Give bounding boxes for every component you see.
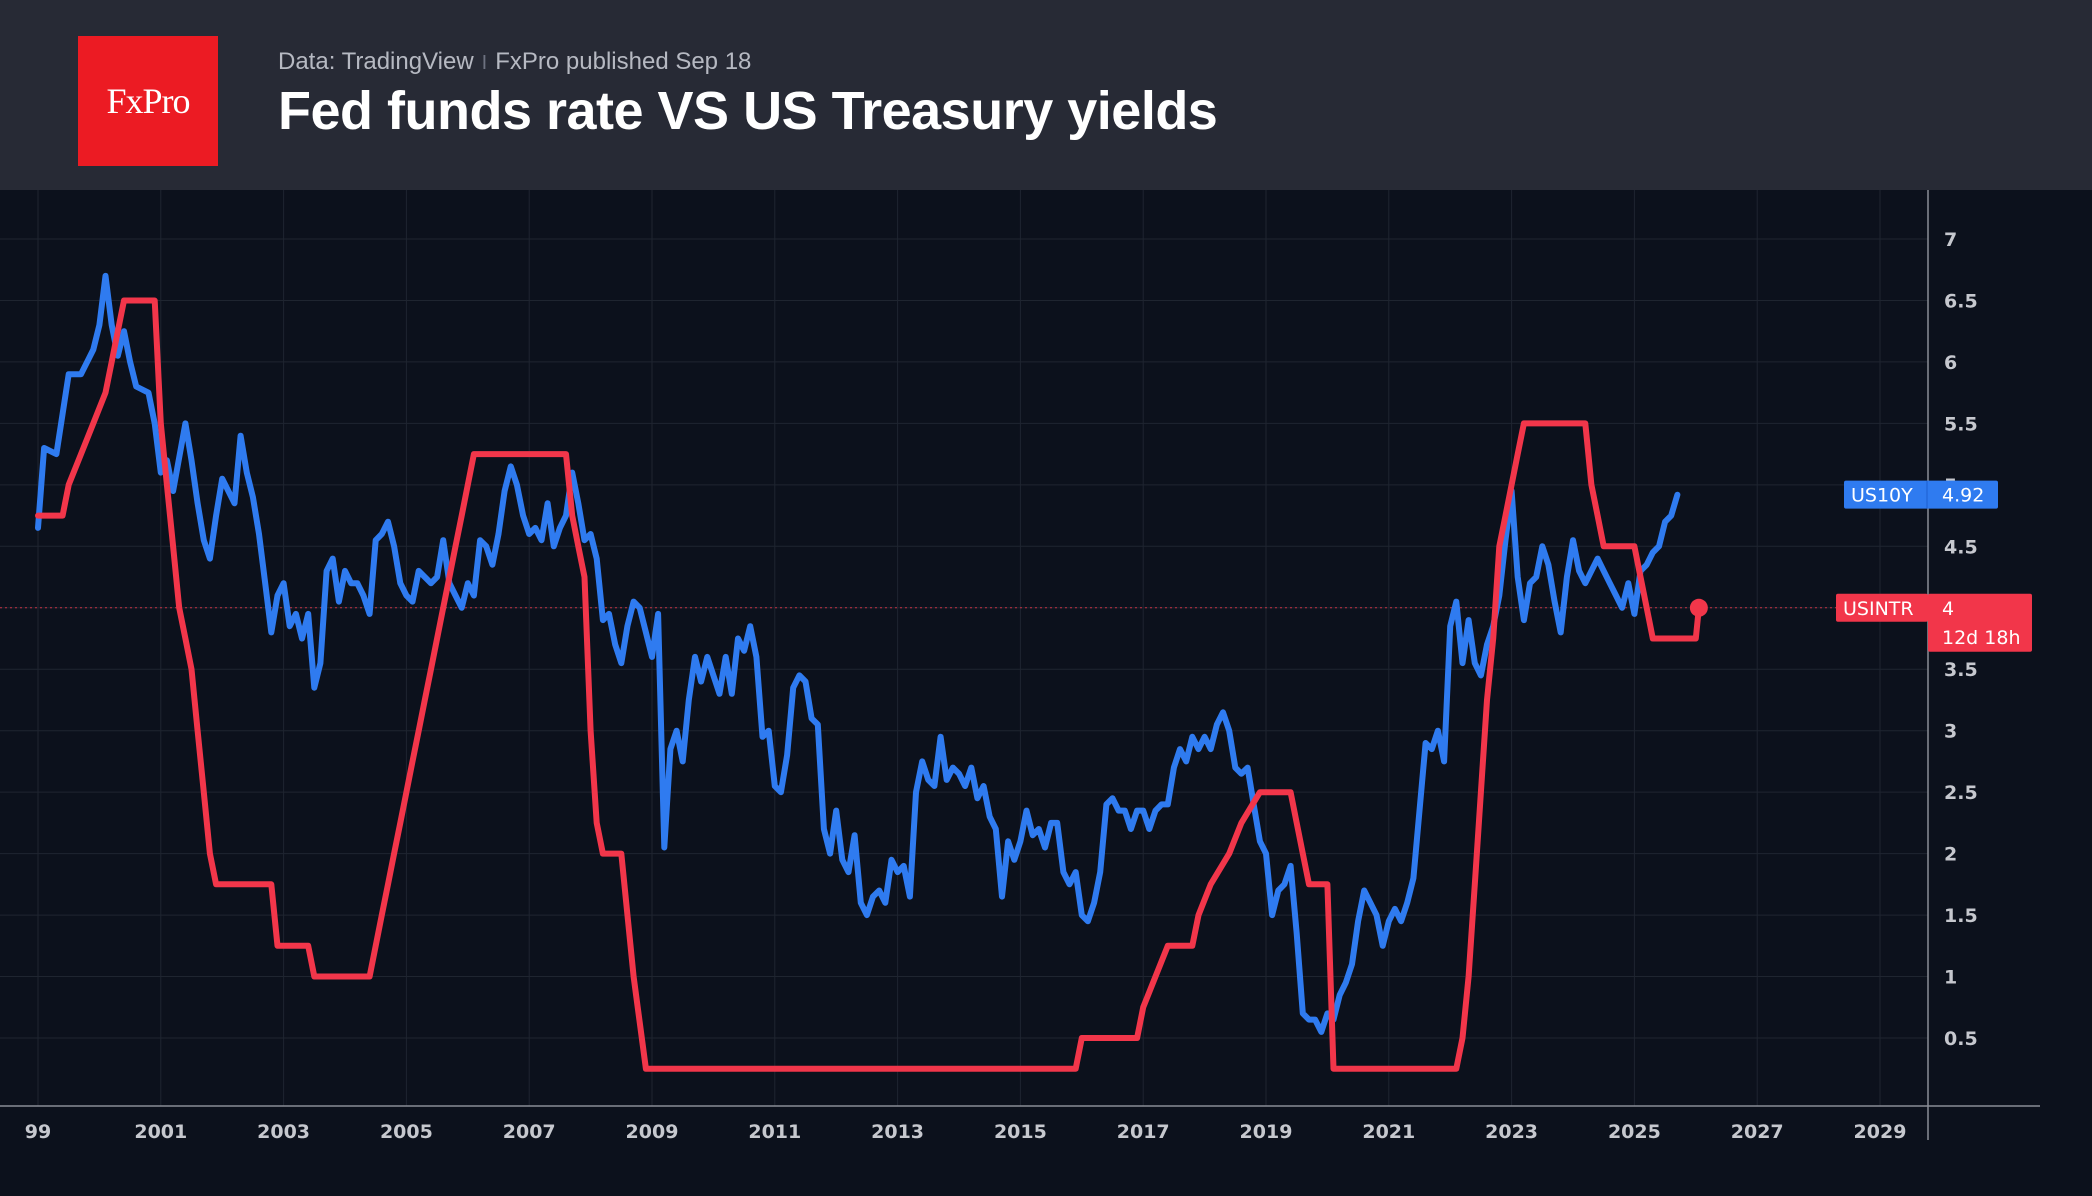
us10y-badge [1844, 480, 1998, 509]
x-tick-label: 2029 [1854, 1121, 1907, 1143]
x-tick-label: 2021 [1362, 1121, 1415, 1143]
usintr-badge-value-box [1928, 593, 2032, 652]
x-tick-label: 99 [25, 1121, 51, 1143]
y-tick-label: 6 [1944, 352, 1957, 374]
publisher: FxPro published Sep 18 [495, 48, 752, 75]
usintr-badge-value: 4 [1942, 598, 1954, 620]
usintr-badge-name: USINTR [1843, 598, 1914, 620]
page-title: Fed funds rate VS US Treasury yields [278, 81, 1218, 141]
usintr-badge-countdown: 12d 18h [1942, 627, 2021, 649]
fxpro-logo: FxPro [78, 36, 218, 166]
us10y-badge-value: 4.92 [1942, 485, 1984, 507]
x-tick-label: 2027 [1731, 1121, 1784, 1143]
x-tick-label: 2023 [1485, 1121, 1538, 1143]
y-tick-label: 1.5 [1944, 905, 1978, 927]
price-badges: US10Y 4.92 USINTR 4 12d 18h [1836, 480, 2032, 652]
x-tick-label: 2007 [503, 1121, 556, 1143]
us10y-badge-name: US10Y [1851, 485, 1913, 507]
source-line: Data: TradingView I FxPro published Sep 18 [278, 48, 751, 76]
x-tick-label: 2015 [994, 1121, 1047, 1143]
usintr-last-point [1689, 598, 1708, 617]
y-tick-label: 3.5 [1944, 659, 1978, 681]
y-tick-label: 1 [1944, 967, 1957, 989]
data-source: Data: TradingView [278, 48, 474, 75]
x-tick-label: 2005 [380, 1121, 433, 1143]
line-chart[interactable]: 99 2001 2003 2005 2007 2009 2011 2013 2015 2017 20… [0, 190, 2092, 1196]
series-line-us10y [35, 272, 1681, 1035]
series-line-usintr [35, 297, 1702, 1072]
x-tick-label: 2025 [1608, 1121, 1661, 1143]
x-tick-label: 2003 [257, 1121, 310, 1143]
y-tick-label: 2.5 [1944, 782, 1978, 804]
y-tick-label: 2 [1944, 844, 1957, 866]
y-tick-label: 6.5 [1944, 290, 1978, 312]
x-tick-label: 2009 [626, 1121, 679, 1143]
y-tick-label: 3 [1944, 721, 1957, 743]
x-tick-label: 2001 [134, 1121, 187, 1143]
y-tick-label: 5.5 [1944, 413, 1978, 435]
x-tick-label: 2013 [871, 1121, 924, 1143]
header-bar: FxPro Data: TradingView I FxPro published … [0, 0, 2092, 190]
separator: I [481, 52, 488, 74]
y-tick-label: 4.5 [1944, 536, 1978, 558]
usintr-badge [1836, 593, 1928, 622]
x-tick-label: 2011 [748, 1121, 801, 1143]
y-tick-label: 7 [1944, 229, 1957, 251]
axes [0, 190, 2040, 1140]
x-tick-label: 2017 [1117, 1121, 1170, 1143]
grid [0, 190, 1928, 1106]
y-tick-label: 0.5 [1944, 1028, 1978, 1050]
x-tick-label: 2019 [1240, 1121, 1293, 1143]
series [0, 272, 1928, 1072]
x-axis-ticks: 99 2001 2003 2005 2007 2009 2011 2013 2015 2017 20… [25, 1121, 1907, 1143]
